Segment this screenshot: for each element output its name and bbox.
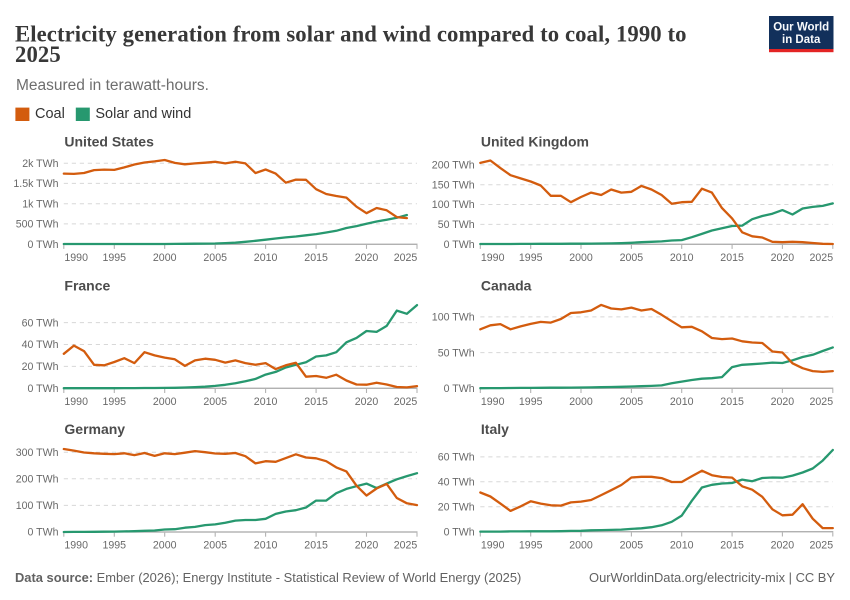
svg-text:60 TWh: 60 TWh bbox=[22, 317, 59, 329]
svg-text:100 TWh: 100 TWh bbox=[432, 312, 475, 324]
svg-text:Germany: Germany bbox=[64, 421, 125, 437]
svg-text:2k TWh: 2k TWh bbox=[22, 158, 58, 170]
svg-text:200 TWh: 200 TWh bbox=[432, 160, 475, 172]
svg-text:1.5k TWh: 1.5k TWh bbox=[13, 178, 58, 190]
svg-text:1995: 1995 bbox=[103, 540, 127, 552]
svg-text:2025: 2025 bbox=[810, 540, 834, 552]
svg-text:2000: 2000 bbox=[153, 396, 177, 408]
svg-text:2010: 2010 bbox=[254, 252, 278, 264]
svg-text:1k TWh: 1k TWh bbox=[22, 198, 58, 210]
svg-text:2025: 2025 bbox=[394, 396, 418, 408]
svg-text:2015: 2015 bbox=[720, 396, 744, 408]
svg-text:Our World: Our World bbox=[773, 22, 829, 34]
svg-text:40 TWh: 40 TWh bbox=[438, 477, 475, 489]
svg-text:100 TWh: 100 TWh bbox=[16, 500, 59, 512]
svg-text:United Kingdom: United Kingdom bbox=[481, 133, 589, 149]
svg-text:0 TWh: 0 TWh bbox=[444, 239, 475, 251]
svg-text:Data source: Ember (2026); Ene: Data source: Ember (2026); Energy Instit… bbox=[15, 570, 521, 585]
svg-text:200 TWh: 200 TWh bbox=[16, 474, 59, 486]
svg-text:2015: 2015 bbox=[304, 540, 328, 552]
svg-text:1995: 1995 bbox=[103, 396, 127, 408]
svg-text:1990: 1990 bbox=[481, 540, 505, 552]
svg-text:2005: 2005 bbox=[203, 540, 227, 552]
svg-text:2000: 2000 bbox=[569, 252, 593, 264]
svg-text:2020: 2020 bbox=[771, 540, 795, 552]
svg-text:2020: 2020 bbox=[771, 252, 795, 264]
svg-text:2010: 2010 bbox=[254, 540, 278, 552]
svg-text:Electricity generation from so: Electricity generation from solar and wi… bbox=[15, 21, 687, 46]
svg-text:20 TWh: 20 TWh bbox=[22, 361, 59, 373]
svg-text:Solar and wind: Solar and wind bbox=[95, 106, 191, 122]
svg-text:500 TWh: 500 TWh bbox=[16, 219, 59, 231]
svg-text:1995: 1995 bbox=[519, 252, 543, 264]
svg-text:0 TWh: 0 TWh bbox=[27, 239, 58, 251]
svg-text:OurWorldinData.org/electricity: OurWorldinData.org/electricity-mix | CC … bbox=[589, 570, 835, 585]
svg-text:2000: 2000 bbox=[153, 252, 177, 264]
svg-text:50 TWh: 50 TWh bbox=[438, 219, 475, 231]
svg-text:Canada: Canada bbox=[481, 278, 532, 294]
svg-text:Italy: Italy bbox=[481, 421, 509, 437]
svg-text:50 TWh: 50 TWh bbox=[438, 347, 475, 359]
svg-text:1995: 1995 bbox=[519, 396, 543, 408]
svg-text:2025: 2025 bbox=[394, 252, 418, 264]
svg-text:2005: 2005 bbox=[620, 396, 644, 408]
svg-text:300 TWh: 300 TWh bbox=[16, 447, 59, 459]
svg-text:0 TWh: 0 TWh bbox=[444, 383, 475, 395]
svg-text:1995: 1995 bbox=[519, 540, 543, 552]
svg-text:in Data: in Data bbox=[782, 34, 821, 46]
svg-text:2025: 2025 bbox=[810, 396, 834, 408]
svg-text:France: France bbox=[64, 278, 110, 294]
svg-text:2010: 2010 bbox=[254, 396, 278, 408]
svg-text:2015: 2015 bbox=[304, 396, 328, 408]
svg-text:2025: 2025 bbox=[394, 540, 418, 552]
svg-text:2020: 2020 bbox=[355, 540, 379, 552]
svg-text:Coal: Coal bbox=[35, 106, 65, 122]
svg-text:2000: 2000 bbox=[153, 540, 177, 552]
svg-text:2015: 2015 bbox=[720, 252, 744, 264]
svg-text:60 TWh: 60 TWh bbox=[438, 452, 475, 464]
svg-text:20 TWh: 20 TWh bbox=[438, 502, 475, 514]
svg-text:0 TWh: 0 TWh bbox=[444, 527, 475, 539]
svg-text:2025: 2025 bbox=[810, 252, 834, 264]
svg-text:100 TWh: 100 TWh bbox=[432, 199, 475, 211]
svg-text:1990: 1990 bbox=[481, 252, 505, 264]
svg-text:2020: 2020 bbox=[355, 252, 379, 264]
svg-text:0 TWh: 0 TWh bbox=[27, 383, 58, 395]
svg-text:2015: 2015 bbox=[304, 252, 328, 264]
svg-text:2005: 2005 bbox=[620, 252, 644, 264]
svg-text:2010: 2010 bbox=[670, 252, 694, 264]
svg-text:2000: 2000 bbox=[569, 396, 593, 408]
svg-text:2025: 2025 bbox=[15, 42, 61, 67]
svg-text:2020: 2020 bbox=[355, 396, 379, 408]
svg-text:1990: 1990 bbox=[64, 252, 88, 264]
svg-text:2010: 2010 bbox=[670, 396, 694, 408]
svg-text:Measured in terawatt-hours.: Measured in terawatt-hours. bbox=[16, 77, 209, 94]
svg-text:40 TWh: 40 TWh bbox=[22, 339, 59, 351]
svg-text:1990: 1990 bbox=[64, 540, 88, 552]
svg-text:2005: 2005 bbox=[620, 540, 644, 552]
svg-text:1990: 1990 bbox=[64, 396, 88, 408]
svg-text:2020: 2020 bbox=[771, 396, 795, 408]
svg-text:150 TWh: 150 TWh bbox=[432, 179, 475, 191]
svg-text:0 TWh: 0 TWh bbox=[27, 527, 58, 539]
svg-text:2005: 2005 bbox=[203, 396, 227, 408]
svg-text:1995: 1995 bbox=[103, 252, 127, 264]
svg-text:United States: United States bbox=[64, 133, 154, 149]
svg-text:2000: 2000 bbox=[569, 540, 593, 552]
svg-text:2015: 2015 bbox=[720, 540, 744, 552]
svg-text:2010: 2010 bbox=[670, 540, 694, 552]
svg-text:2005: 2005 bbox=[203, 252, 227, 264]
svg-text:1990: 1990 bbox=[481, 396, 505, 408]
